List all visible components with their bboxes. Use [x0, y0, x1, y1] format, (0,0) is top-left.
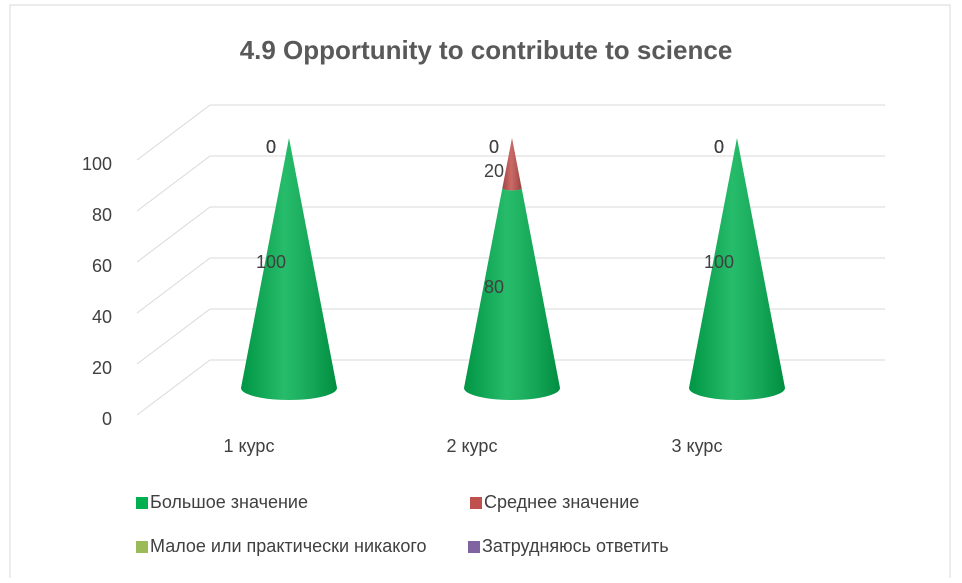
legend-swatch — [468, 541, 480, 553]
cone-shade — [241, 138, 337, 400]
y-tick-label: 80 — [92, 205, 112, 225]
legend-label: Малое или практически никакого — [150, 536, 427, 556]
data-label: 0 — [266, 137, 276, 157]
data-label: 100 — [704, 252, 734, 272]
data-label: 0 — [714, 137, 724, 157]
cone-shade — [689, 138, 785, 400]
data-label: 20 — [484, 161, 504, 181]
y-tick-label: 40 — [92, 307, 112, 327]
data-label: 0 — [489, 137, 499, 157]
legend-swatch — [136, 541, 148, 553]
data-label: 100 — [256, 252, 286, 272]
grid-line — [136, 308, 885, 365]
y-tick-label: 100 — [82, 154, 112, 174]
x-tick-label: 2 курс — [447, 436, 498, 456]
data-label: 0 — [714, 137, 724, 157]
data-label: 0 — [266, 137, 276, 157]
legend-swatch — [136, 497, 148, 509]
legend-label: Среднее значение — [484, 492, 639, 512]
data-label: 0 — [266, 137, 276, 157]
data-label: 0 — [489, 137, 499, 157]
cone-shade — [464, 188, 560, 400]
chart-title: 4.9 Opportunity to contribute to science — [240, 35, 733, 65]
grid-line — [136, 155, 885, 212]
data-label: 80 — [484, 277, 504, 297]
grid-line — [136, 257, 885, 314]
legend-label: Большое значение — [150, 492, 308, 512]
y-tick-label: 0 — [102, 409, 112, 429]
grid-line — [136, 104, 885, 161]
legend-label: Затрудняюсь ответить — [482, 536, 669, 556]
chart-frame — [9, 4, 951, 583]
data-label: 0 — [714, 137, 724, 157]
x-tick-label: 1 курс — [224, 436, 275, 456]
x-tick-label: 3 курс — [672, 436, 723, 456]
legend-swatch — [470, 497, 482, 509]
cone-shade — [502, 138, 522, 191]
grid-line — [136, 206, 885, 263]
y-tick-label: 20 — [92, 358, 112, 378]
grid-line — [136, 359, 885, 416]
y-tick-label: 60 — [92, 256, 112, 276]
